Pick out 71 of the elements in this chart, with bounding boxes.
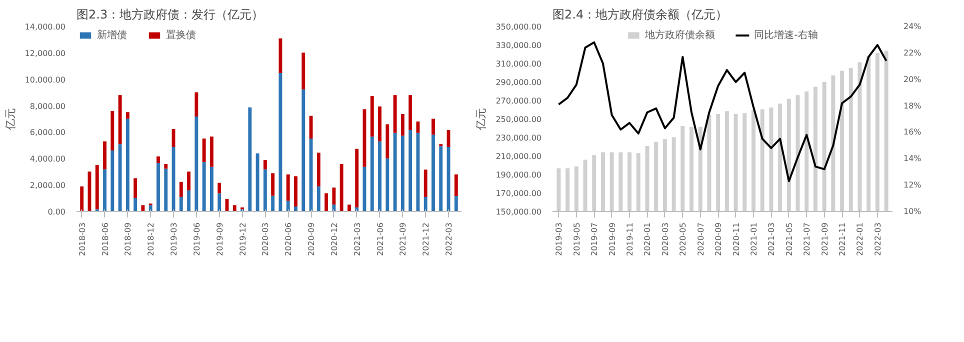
x-tick-label: 2019-03 (170, 222, 179, 256)
x-tick-label: 2020-12 (330, 222, 339, 256)
y-tick-label: 4,000.00 (30, 154, 66, 164)
y-tick-label: 150,000.00 (496, 208, 542, 216)
x-tick-label: 2020-06 (284, 222, 294, 256)
y-tick-label: 230,000.00 (496, 134, 542, 142)
y-tick-label: 2,000.00 (30, 181, 66, 190)
y2-tick-label: 22% (904, 48, 922, 58)
x-tick-label: 2021-12 (422, 222, 431, 256)
x-tick-label: 2021-06 (376, 222, 385, 256)
x-tick-label: 2018-06 (100, 222, 110, 256)
y-axis-title: 亿元 (4, 108, 17, 131)
x-tick-label: 2022-03 (873, 222, 882, 256)
legend-label: 新增债 (97, 28, 127, 42)
y-tick-label: 10,000.00 (24, 75, 66, 84)
x-tick-label: 2021-09 (820, 222, 830, 256)
x-tick-label: 2018-09 (124, 222, 133, 256)
y2-tick-label: 10% (904, 207, 922, 216)
y2-tick-label: 14% (904, 154, 922, 164)
y-tick-label: 6,000.00 (30, 128, 66, 138)
y-tick-label: 270,000.00 (496, 96, 542, 106)
x-tick-label: 2019-06 (192, 222, 202, 256)
y-tick-label: 250,000.00 (496, 115, 542, 124)
x-tick-label: 2019-05 (572, 222, 582, 256)
x-tick-label: 2020-07 (696, 222, 706, 256)
y2-tick-label: 18% (904, 101, 922, 110)
x-tick-label: 2018-03 (78, 222, 87, 256)
x-tick-label: 2022-01 (856, 222, 865, 256)
x-tick-label: 2019-07 (590, 222, 600, 256)
y-tick-label: 290,000.00 (496, 78, 542, 87)
x-tick-label: 2020-09 (307, 222, 316, 256)
x-tick-label: 2020-01 (643, 222, 652, 256)
x-tick-label: 2022-03 (444, 222, 454, 256)
x-tick-label: 2021-07 (802, 222, 812, 256)
y-tick-label: 330,000.00 (496, 41, 542, 50)
y-tick-label: 310,000.00 (496, 60, 542, 68)
legend-label: 同比增速-右轴 (754, 28, 818, 42)
x-tick-label: 2021-05 (784, 222, 794, 256)
y-tick-label: 14,000.00 (24, 22, 66, 32)
x-tick-label: 2020-03 (261, 222, 270, 256)
x-tick-label: 2021-03 (767, 222, 776, 256)
x-tick-label: 2021-11 (838, 222, 848, 256)
x-tick-label: 2019-09 (608, 222, 617, 256)
x-tick-label: 2019-09 (215, 222, 224, 256)
legend-label: 地方政府债余额 (645, 28, 716, 42)
x-tick-label: 2020-11 (732, 222, 741, 256)
y2-tick-label: 24% (904, 22, 922, 31)
legend-label: 置换债 (166, 28, 196, 42)
x-tick-label: 2021-03 (352, 222, 362, 256)
x-tick-label: 2019-11 (626, 222, 635, 256)
y-tick-label: 190,000.00 (496, 170, 542, 180)
y-tick-label: 8,000.00 (30, 102, 66, 111)
x-tick-label: 2020-09 (714, 222, 724, 256)
x-tick-label: 2020-05 (678, 222, 688, 256)
x-tick-label: 2018-12 (146, 222, 156, 256)
x-tick-label: 2019-03 (554, 222, 564, 256)
y-tick-label: 210,000.00 (496, 152, 542, 161)
x-tick-label: 2021-01 (749, 222, 758, 256)
y2-tick-label: 12% (904, 180, 922, 190)
y2-tick-label: 20% (904, 74, 922, 84)
chart-title: 图2.3：地方政府债：发行（亿元） (76, 8, 264, 22)
y-tick-label: 350,000.00 (496, 22, 542, 32)
y-axis-title: 亿元 (474, 108, 488, 131)
x-tick-label: 2020-03 (660, 222, 670, 256)
y-tick-label: 170,000.00 (496, 189, 542, 198)
y2-tick-label: 16% (904, 128, 922, 137)
x-tick-label: 2019-12 (238, 222, 248, 256)
chart-title: 图2.4：地方政府债余额（亿元） (552, 8, 728, 22)
x-tick-label: 2021-09 (398, 222, 408, 256)
y-tick-label: 12,000.00 (24, 48, 66, 58)
y-tick-label: 0.00 (48, 208, 66, 216)
